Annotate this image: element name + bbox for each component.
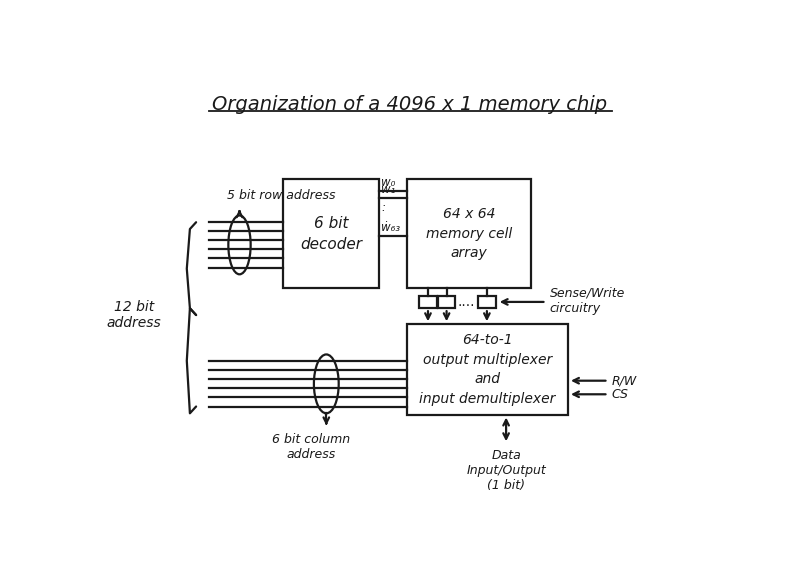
Bar	[283, 179, 379, 288]
Bar	[438, 296, 455, 308]
Text: ....: ....	[458, 295, 475, 309]
Text: 64 x 64
memory cell
array: 64 x 64 memory cell array	[426, 207, 512, 260]
Bar	[407, 324, 568, 415]
Text: 6 bit
decoder: 6 bit decoder	[300, 216, 362, 252]
Text: 12 bit
address: 12 bit address	[106, 300, 162, 330]
Ellipse shape	[314, 355, 338, 413]
Text: Data
Input/Output
(1 bit): Data Input/Output (1 bit)	[466, 449, 546, 492]
Bar	[407, 179, 531, 288]
Text: Organization of a 4096 x 1 memory chip: Organization of a 4096 x 1 memory chip	[213, 95, 607, 115]
Bar	[419, 296, 437, 308]
Bar	[478, 296, 495, 308]
Text: Sense/Write
circuitry: Sense/Write circuitry	[550, 286, 625, 315]
Text: 5 bit row address: 5 bit row address	[227, 189, 336, 202]
Ellipse shape	[228, 215, 250, 274]
Text: ẇ₆₃: ẇ₆₃	[382, 221, 401, 234]
Text: w₁: w₁	[382, 183, 396, 196]
Text: 64-to-1
output multiplexer
and
input demultiplexer: 64-to-1 output multiplexer and input dem…	[419, 333, 556, 406]
Text: 6 bit column
address: 6 bit column address	[272, 433, 350, 461]
Text: CS: CS	[611, 387, 628, 401]
Text: w₀: w₀	[382, 176, 396, 189]
Text: R/W: R/W	[611, 374, 637, 387]
Text: :: :	[382, 201, 386, 213]
